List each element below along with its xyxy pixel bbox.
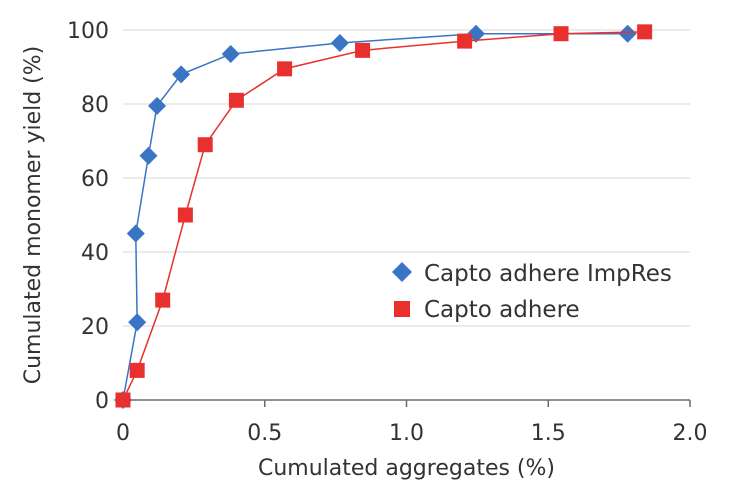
data-point-square: [457, 33, 473, 49]
legend-marker-square: [394, 301, 410, 317]
legend-marker-diamond: [392, 262, 412, 282]
data-point-square: [228, 92, 244, 108]
data-point-square: [197, 137, 213, 153]
data-point-diamond: [126, 224, 145, 243]
x-tick-label: 1.5: [531, 421, 566, 446]
data-point-square: [355, 42, 371, 58]
data-point-square: [277, 61, 293, 77]
x-tick-label: 0: [116, 421, 130, 446]
gridlines: [123, 29, 690, 327]
legend-label-impres: Capto adhere ImpRes: [424, 261, 672, 287]
data-point-diamond: [618, 24, 637, 43]
y-tick-label: 100: [67, 19, 109, 44]
data-point-diamond: [330, 33, 349, 52]
y-tick-label: 80: [81, 93, 109, 118]
series-line: [122, 31, 645, 401]
series-layer: [114, 24, 653, 409]
data-point-square: [553, 26, 569, 42]
y-tick-label: 20: [81, 315, 109, 340]
tick-labels: 0 0.5 1.0 1.5 2.0 0 20 40 60 80 100: [67, 19, 708, 446]
data-point-square: [129, 362, 145, 378]
data-point-square: [115, 392, 131, 408]
data-point-diamond: [128, 313, 147, 332]
data-point-diamond: [172, 65, 191, 84]
x-tick-label: 2.0: [673, 421, 708, 446]
data-point-diamond: [139, 146, 158, 165]
legend: Capto adhere ImpRes Capto adhere: [392, 261, 672, 323]
series-line: [122, 32, 628, 401]
legend-item-capto-adhere: Capto adhere: [394, 297, 580, 323]
data-point-square: [177, 207, 193, 223]
data-point-square: [155, 292, 171, 308]
y-axis-title: Cumulated monomer yield (%): [21, 46, 46, 385]
x-tick-label: 0.5: [247, 421, 282, 446]
legend-item-impres: Capto adhere ImpRes: [392, 261, 672, 287]
series-1: [115, 24, 653, 408]
y-tick-label: 40: [81, 241, 109, 266]
y-tick-label: 0: [95, 389, 109, 414]
y-tick-label: 60: [81, 167, 109, 192]
data-point-square: [637, 24, 653, 40]
x-axis-title: Cumulated aggregates (%): [258, 456, 555, 481]
data-point-diamond: [221, 45, 240, 64]
x-tick-label: 1.0: [389, 421, 424, 446]
data-point-diamond: [148, 96, 167, 115]
legend-label-capto-adhere: Capto adhere: [424, 297, 580, 323]
